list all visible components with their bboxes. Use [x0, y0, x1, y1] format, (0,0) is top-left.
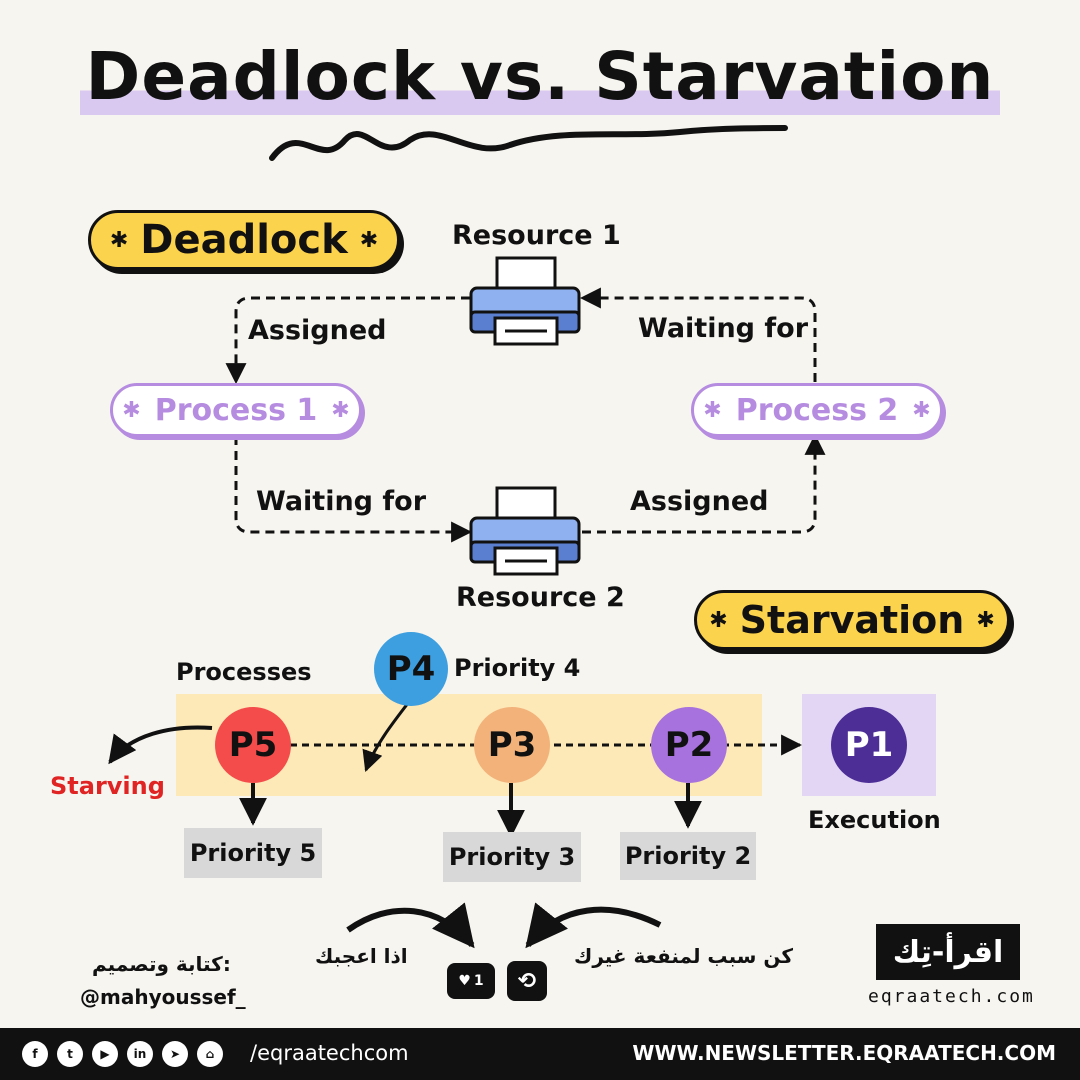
process-p1: P1 [831, 707, 907, 783]
assigned-arrow-r1-p1 [225, 296, 470, 385]
priority-2-box: Priority 2 [620, 832, 756, 880]
starving-arrow [108, 725, 213, 765]
resource-1-label: Resource 1 [452, 220, 621, 251]
like-button[interactable]: ♥ 1 [447, 963, 495, 999]
flower-icon: ✱ [976, 607, 995, 633]
brand-logo: اقرأ-تِك [876, 924, 1020, 980]
assigned-label-top: Assigned [248, 315, 387, 346]
flower-icon: ✱ [359, 227, 379, 253]
printer-icon-resource-2 [469, 486, 581, 576]
flower-icon: ✱ [122, 397, 141, 423]
process-p4: P4 [374, 632, 448, 706]
brand-url: eqraatech.com [868, 986, 1035, 1007]
p4-priority-label: Priority 4 [454, 654, 581, 682]
waiting-arrow-p2-r1 [579, 287, 817, 382]
like-count: 1 [473, 973, 484, 989]
be-reason-text: كن سبب لمنفعة غيرك [574, 944, 794, 968]
assigned-arrow-r2-p2 [582, 433, 826, 534]
process-p3: P3 [474, 707, 550, 783]
youtube-icon[interactable]: ▶ [92, 1041, 118, 1067]
footer-bar: f t ▶ in ➤ ⌂ /eqraatechcom WWW.NEWSLETTE… [0, 1028, 1080, 1080]
processes-label: Processes [176, 658, 312, 686]
social-icons: f t ▶ in ➤ ⌂ [22, 1041, 223, 1067]
repost-button[interactable]: ⟲ [507, 961, 547, 1001]
assigned-label-bottom: Assigned [630, 486, 769, 517]
printer-icon-resource-1 [469, 256, 581, 346]
left-curve-arrow [346, 902, 475, 949]
waiting-label-top: Waiting for [638, 313, 809, 344]
flower-icon: ✱ [912, 397, 931, 423]
deadlock-heading: ✱ Deadlock ✱ [88, 210, 400, 270]
flower-icon: ✱ [709, 607, 728, 633]
heart-icon: ♥ [458, 973, 471, 989]
author-label: كتابة وتصميم: [92, 952, 231, 976]
github-icon[interactable]: ⌂ [197, 1041, 223, 1067]
flower-icon: ✱ [703, 397, 722, 423]
process-2-node: ✱ Process 2 ✱ [691, 383, 943, 437]
starving-label: Starving [50, 772, 165, 800]
author-handle: @mahyoussef_ [80, 985, 246, 1009]
repost-icon: ⟲ [517, 968, 537, 994]
resource-2-label: Resource 2 [456, 582, 625, 613]
waiting-label-bottom: Waiting for [256, 486, 427, 517]
process-2-label: Process 2 [735, 392, 899, 428]
priority-5-box: Priority 5 [184, 828, 322, 878]
execution-label: Execution [808, 806, 941, 834]
process-p5: P5 [215, 707, 291, 783]
flower-icon: ✱ [109, 227, 129, 253]
linkedin-icon[interactable]: in [127, 1041, 153, 1067]
process-p2: P2 [651, 707, 727, 783]
starvation-heading-label: Starvation [739, 598, 965, 642]
starvation-heading: ✱ Starvation ✱ [694, 590, 1010, 650]
right-curve-arrow [525, 902, 662, 949]
waiting-arrow-p1-r2 [234, 436, 473, 543]
footer-handle[interactable]: /eqraatechcom [250, 1041, 409, 1065]
flower-icon: ✱ [331, 397, 350, 423]
priority-3-box: Priority 3 [443, 832, 581, 882]
telegram-icon[interactable]: ➤ [162, 1041, 188, 1067]
newsletter-link[interactable]: WWW.NEWSLETTER.EQRAATECH.COM [632, 1041, 1056, 1065]
twitter-icon[interactable]: t [57, 1041, 83, 1067]
facebook-icon[interactable]: f [22, 1041, 48, 1067]
deadlock-heading-label: Deadlock [140, 217, 348, 263]
process-1-node: ✱ Process 1 ✱ [110, 383, 362, 437]
title-squiggle [269, 125, 788, 161]
if-liked-text: اذا اعجبك [315, 944, 408, 968]
page-title: Deadlock vs. Starvation [0, 38, 1080, 115]
process-1-label: Process 1 [154, 392, 318, 428]
